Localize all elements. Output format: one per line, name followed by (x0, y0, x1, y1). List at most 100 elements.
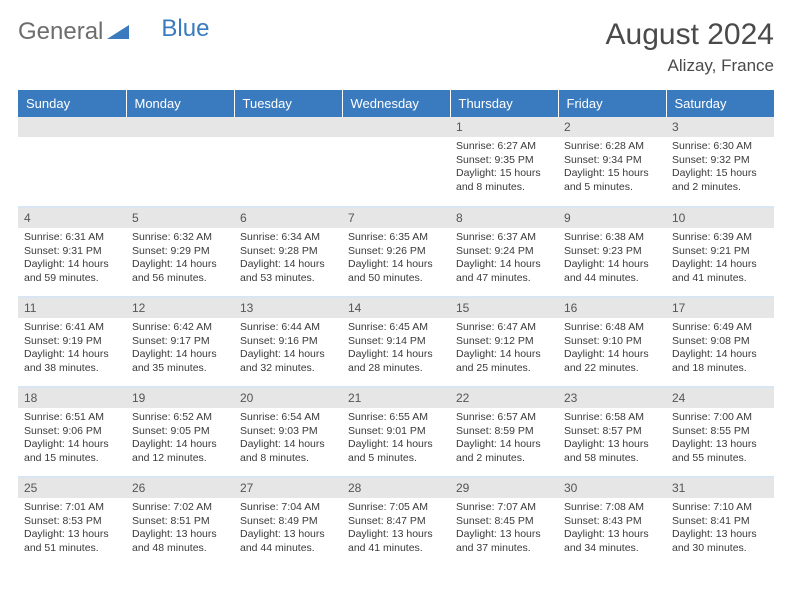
location: Alizay, France (606, 56, 774, 76)
calendar-day-cell: 24Sunrise: 7:00 AMSunset: 8:55 PMDayligh… (666, 387, 774, 477)
calendar-day-cell: 8Sunrise: 6:37 AMSunset: 9:24 PMDaylight… (450, 207, 558, 297)
day-number: 17 (666, 298, 774, 318)
day-number: 5 (126, 208, 234, 228)
day-data: Sunrise: 6:30 AMSunset: 9:32 PMDaylight:… (666, 137, 774, 201)
day-data: Sunrise: 6:51 AMSunset: 9:06 PMDaylight:… (18, 408, 126, 472)
day-data: Sunrise: 6:28 AMSunset: 9:34 PMDaylight:… (558, 137, 666, 201)
day-data: Sunrise: 7:07 AMSunset: 8:45 PMDaylight:… (450, 498, 558, 562)
day-number: 7 (342, 208, 450, 228)
day-number: 21 (342, 388, 450, 408)
day-data: Sunrise: 7:05 AMSunset: 8:47 PMDaylight:… (342, 498, 450, 562)
calendar-day-cell: 6Sunrise: 6:34 AMSunset: 9:28 PMDaylight… (234, 207, 342, 297)
weekday-header: Friday (558, 90, 666, 117)
calendar-day-cell: 10Sunrise: 6:39 AMSunset: 9:21 PMDayligh… (666, 207, 774, 297)
calendar-day-cell (342, 117, 450, 207)
day-data: Sunrise: 7:08 AMSunset: 8:43 PMDaylight:… (558, 498, 666, 562)
day-number: 10 (666, 208, 774, 228)
day-data: Sunrise: 6:34 AMSunset: 9:28 PMDaylight:… (234, 228, 342, 292)
header: General Blue August 2024 Alizay, France (18, 18, 774, 76)
calendar-day-cell: 22Sunrise: 6:57 AMSunset: 8:59 PMDayligh… (450, 387, 558, 477)
calendar-day-cell: 18Sunrise: 6:51 AMSunset: 9:06 PMDayligh… (18, 387, 126, 477)
weekday-header: Sunday (18, 90, 126, 117)
day-data: Sunrise: 7:01 AMSunset: 8:53 PMDaylight:… (18, 498, 126, 562)
brand-triangle-icon (107, 21, 129, 44)
day-data: Sunrise: 6:41 AMSunset: 9:19 PMDaylight:… (18, 318, 126, 382)
day-number: 15 (450, 298, 558, 318)
calendar-day-cell: 26Sunrise: 7:02 AMSunset: 8:51 PMDayligh… (126, 477, 234, 567)
calendar-day-cell: 9Sunrise: 6:38 AMSunset: 9:23 PMDaylight… (558, 207, 666, 297)
day-number: 12 (126, 298, 234, 318)
calendar-day-cell: 7Sunrise: 6:35 AMSunset: 9:26 PMDaylight… (342, 207, 450, 297)
day-data: Sunrise: 6:45 AMSunset: 9:14 PMDaylight:… (342, 318, 450, 382)
day-number: 16 (558, 298, 666, 318)
day-data: Sunrise: 6:52 AMSunset: 9:05 PMDaylight:… (126, 408, 234, 472)
day-data: Sunrise: 7:00 AMSunset: 8:55 PMDaylight:… (666, 408, 774, 472)
day-number: 22 (450, 388, 558, 408)
day-number: 27 (234, 478, 342, 498)
day-number: 13 (234, 298, 342, 318)
day-data: Sunrise: 6:57 AMSunset: 8:59 PMDaylight:… (450, 408, 558, 472)
weekday-header: Thursday (450, 90, 558, 117)
brand-part2: Blue (161, 15, 209, 43)
day-number: 8 (450, 208, 558, 228)
calendar-day-cell: 4Sunrise: 6:31 AMSunset: 9:31 PMDaylight… (18, 207, 126, 297)
day-data: Sunrise: 6:49 AMSunset: 9:08 PMDaylight:… (666, 318, 774, 382)
day-number: 1 (450, 117, 558, 137)
calendar-day-cell: 23Sunrise: 6:58 AMSunset: 8:57 PMDayligh… (558, 387, 666, 477)
calendar-day-cell: 16Sunrise: 6:48 AMSunset: 9:10 PMDayligh… (558, 297, 666, 387)
day-data: Sunrise: 7:02 AMSunset: 8:51 PMDaylight:… (126, 498, 234, 562)
day-number: 9 (558, 208, 666, 228)
calendar-day-cell: 21Sunrise: 6:55 AMSunset: 9:01 PMDayligh… (342, 387, 450, 477)
calendar-day-cell: 5Sunrise: 6:32 AMSunset: 9:29 PMDaylight… (126, 207, 234, 297)
calendar-day-cell: 3Sunrise: 6:30 AMSunset: 9:32 PMDaylight… (666, 117, 774, 207)
calendar-week-row: 18Sunrise: 6:51 AMSunset: 9:06 PMDayligh… (18, 387, 774, 477)
day-data: Sunrise: 6:37 AMSunset: 9:24 PMDaylight:… (450, 228, 558, 292)
day-data: Sunrise: 6:38 AMSunset: 9:23 PMDaylight:… (558, 228, 666, 292)
brand-logo: General Blue (18, 18, 209, 46)
calendar-day-cell: 31Sunrise: 7:10 AMSunset: 8:41 PMDayligh… (666, 477, 774, 567)
month-title: August 2024 (606, 18, 774, 52)
day-number: 20 (234, 388, 342, 408)
calendar-week-row: 11Sunrise: 6:41 AMSunset: 9:19 PMDayligh… (18, 297, 774, 387)
calendar-day-cell (126, 117, 234, 207)
day-data: Sunrise: 6:27 AMSunset: 9:35 PMDaylight:… (450, 137, 558, 201)
calendar-day-cell: 30Sunrise: 7:08 AMSunset: 8:43 PMDayligh… (558, 477, 666, 567)
day-number: 19 (126, 388, 234, 408)
day-data: Sunrise: 6:42 AMSunset: 9:17 PMDaylight:… (126, 318, 234, 382)
calendar-day-cell (234, 117, 342, 207)
calendar-week-row: 1Sunrise: 6:27 AMSunset: 9:35 PMDaylight… (18, 117, 774, 207)
day-data: Sunrise: 6:48 AMSunset: 9:10 PMDaylight:… (558, 318, 666, 382)
title-block: August 2024 Alizay, France (606, 18, 774, 76)
calendar-week-row: 4Sunrise: 6:31 AMSunset: 9:31 PMDaylight… (18, 207, 774, 297)
day-data: Sunrise: 6:54 AMSunset: 9:03 PMDaylight:… (234, 408, 342, 472)
day-number: 6 (234, 208, 342, 228)
day-number: 3 (666, 117, 774, 137)
calendar-day-cell: 15Sunrise: 6:47 AMSunset: 9:12 PMDayligh… (450, 297, 558, 387)
day-number-empty (234, 117, 342, 137)
day-number: 14 (342, 298, 450, 318)
day-number: 28 (342, 478, 450, 498)
calendar-week-row: 25Sunrise: 7:01 AMSunset: 8:53 PMDayligh… (18, 477, 774, 567)
calendar-day-cell: 20Sunrise: 6:54 AMSunset: 9:03 PMDayligh… (234, 387, 342, 477)
calendar-day-cell (18, 117, 126, 207)
calendar-day-cell: 27Sunrise: 7:04 AMSunset: 8:49 PMDayligh… (234, 477, 342, 567)
day-data: Sunrise: 7:04 AMSunset: 8:49 PMDaylight:… (234, 498, 342, 562)
weekday-header: Monday (126, 90, 234, 117)
calendar-day-cell: 25Sunrise: 7:01 AMSunset: 8:53 PMDayligh… (18, 477, 126, 567)
day-number-empty (18, 117, 126, 137)
calendar-day-cell: 29Sunrise: 7:07 AMSunset: 8:45 PMDayligh… (450, 477, 558, 567)
day-data: Sunrise: 6:35 AMSunset: 9:26 PMDaylight:… (342, 228, 450, 292)
calendar-day-cell: 17Sunrise: 6:49 AMSunset: 9:08 PMDayligh… (666, 297, 774, 387)
day-data: Sunrise: 6:44 AMSunset: 9:16 PMDaylight:… (234, 318, 342, 382)
calendar-header-row: SundayMondayTuesdayWednesdayThursdayFrid… (18, 90, 774, 117)
day-data: Sunrise: 7:10 AMSunset: 8:41 PMDaylight:… (666, 498, 774, 562)
day-data: Sunrise: 6:55 AMSunset: 9:01 PMDaylight:… (342, 408, 450, 472)
day-number: 23 (558, 388, 666, 408)
calendar-table: SundayMondayTuesdayWednesdayThursdayFrid… (18, 90, 774, 567)
calendar-day-cell: 1Sunrise: 6:27 AMSunset: 9:35 PMDaylight… (450, 117, 558, 207)
weekday-header: Saturday (666, 90, 774, 117)
calendar-day-cell: 12Sunrise: 6:42 AMSunset: 9:17 PMDayligh… (126, 297, 234, 387)
weekday-header: Wednesday (342, 90, 450, 117)
brand-part1: General (18, 18, 103, 46)
day-data: Sunrise: 6:32 AMSunset: 9:29 PMDaylight:… (126, 228, 234, 292)
